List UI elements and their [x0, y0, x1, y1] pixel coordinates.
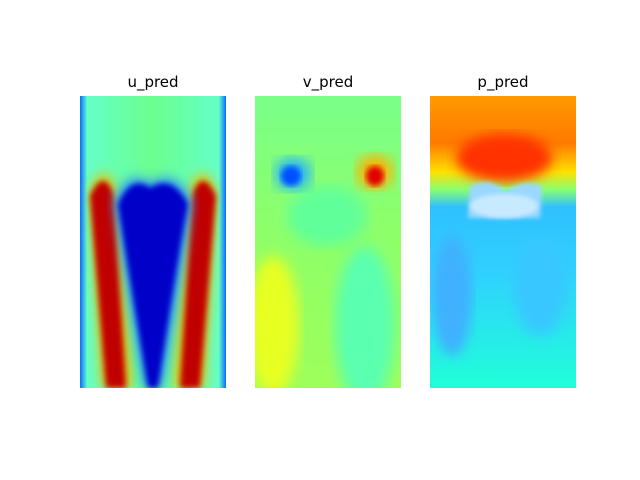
p-pred-heatmap	[430, 96, 576, 388]
v-pred-title: v_pred	[302, 73, 354, 91]
p-pred-title: p_pred	[477, 73, 529, 91]
v-pred-panel: v_pred	[255, 68, 401, 388]
u-pred-heatmap	[80, 96, 226, 388]
u-pred-panel: u_pred	[80, 68, 226, 388]
v-pred-heatmap	[255, 96, 401, 388]
p-pred-panel: p_pred	[430, 68, 576, 388]
u-pred-title: u_pred	[127, 73, 179, 91]
